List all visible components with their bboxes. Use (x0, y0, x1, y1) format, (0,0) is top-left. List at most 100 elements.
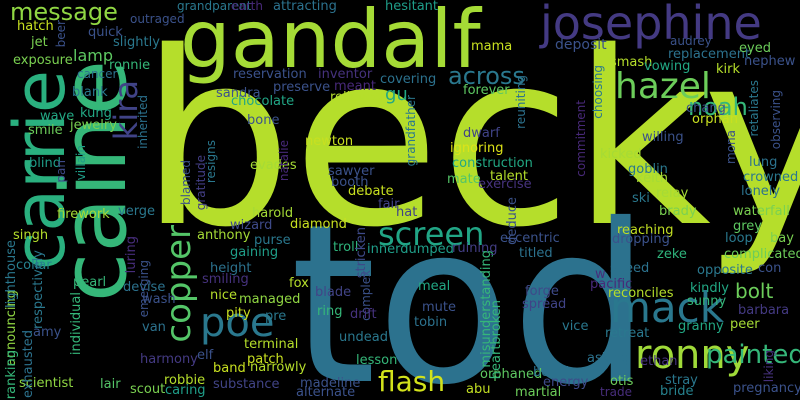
word-patch: patch (247, 352, 284, 367)
word-wave: wave (40, 109, 75, 124)
word-con: con (758, 261, 782, 276)
word-ethan: ethan (640, 354, 678, 369)
word-outraged: outraged (130, 12, 185, 26)
word-bride: bride (660, 384, 694, 399)
word-retaliates: retaliates (747, 80, 761, 137)
word-ring: ring (317, 304, 343, 319)
word-willing: willing (642, 130, 684, 145)
word-lighthouse: lighthouse (4, 240, 19, 309)
word-dwarf: dwarf (463, 126, 500, 141)
word-amy: amy (33, 325, 62, 340)
word-ignoring: ignoring (450, 141, 504, 156)
word-eyed: eyed (739, 41, 771, 56)
word-reconciles: reconciles (608, 286, 674, 301)
word-emerging: emerging (137, 260, 151, 318)
word-bay: bay (770, 231, 794, 246)
word-undead: undead (339, 330, 388, 345)
word-bonnie: bonnie (533, 365, 578, 380)
word-ski: ski (632, 191, 650, 206)
word-copper: copper (159, 225, 199, 343)
word-reuniting: reuniting (514, 75, 528, 129)
word-screen: screen (378, 215, 485, 253)
word-ruining: ruining (452, 241, 498, 256)
word-keith: keith (636, 171, 669, 186)
word-liking: liking (762, 350, 776, 383)
word-relieved: relieved (330, 90, 383, 105)
word-bolt: bolt (735, 279, 774, 303)
word-waterfall: waterfall (733, 204, 790, 219)
word-construction: construction (452, 156, 533, 171)
word-becky: becky (140, 0, 800, 280)
word-commitment: commitment (574, 100, 588, 177)
word-deposit: deposit (555, 37, 607, 53)
word-harold: harold (252, 206, 294, 221)
word-madeline: madeline (300, 376, 361, 391)
word-complicated: complicated (724, 247, 800, 262)
word-opposite: opposite (697, 263, 753, 278)
word-brady: brady (659, 204, 697, 219)
word-orphaned: orphaned (480, 367, 543, 382)
word-smiling: smiling (202, 272, 249, 287)
word-forge: forge (525, 284, 559, 299)
word-elf: elf (197, 348, 214, 363)
word-quick: quick (88, 25, 123, 40)
word-lesson: lesson (356, 353, 398, 368)
word-nice: nice (210, 288, 237, 303)
word-pacific: pacific (590, 277, 633, 292)
word-scout: scout (130, 382, 166, 397)
word-harmony: harmony (140, 352, 198, 367)
word-deduce: deduce (505, 197, 520, 245)
word-kung: kung (80, 106, 112, 121)
word-slightly: slightly (113, 35, 160, 50)
word-grandparent: grandparent (177, 0, 252, 13)
word-asking: asking (587, 351, 630, 366)
word-noah: noah (688, 93, 748, 121)
word-crowned: crowned (743, 170, 799, 185)
word-villain: villain (74, 145, 88, 181)
word-chang: chang (686, 101, 726, 116)
word-respectively: respectively (31, 250, 46, 329)
word-audrey: audrey (670, 34, 712, 48)
word-exposure: exposure (13, 53, 73, 68)
word-lonely: lonely (741, 184, 781, 199)
word-wizard: wizard (230, 218, 273, 233)
word-pregnancy: pregnancy (733, 381, 800, 396)
word-meant: meant (334, 79, 376, 94)
word-tobin: tobin (414, 315, 448, 330)
word-ronnie: ronnie (109, 58, 151, 73)
word-luring: luring (124, 236, 139, 274)
word-earth: earth (231, 0, 263, 13)
word-relay: relay (656, 186, 689, 201)
word-alternate: alternate (296, 385, 356, 400)
word-collar: collar (16, 258, 52, 273)
word-speed: speed (610, 261, 650, 276)
word-pan: pan (54, 160, 68, 183)
word-message: message (10, 0, 118, 26)
word-forever: forever (463, 83, 510, 98)
word-sawyer: sawyer (328, 164, 375, 179)
word-newton: newton (305, 134, 354, 149)
word-blamed: blamed (179, 160, 193, 205)
word-height: height (210, 261, 252, 276)
word-mute: mute (422, 300, 456, 315)
word-mona: mona (724, 130, 738, 164)
word-fox: fox (289, 276, 309, 291)
word-beer: beer (54, 20, 68, 48)
word-energy: energy (543, 375, 589, 390)
word-ranking: ranking (4, 350, 19, 400)
word-reservation: reservation (233, 67, 307, 82)
word-abu: abu (466, 382, 491, 397)
word-hesitant: hesitant (385, 0, 439, 14)
word-debate: debate (348, 184, 394, 199)
word-mack: mack (610, 283, 725, 332)
word-lair: lair (100, 377, 121, 392)
word-wash: wash (142, 292, 176, 307)
word-blank: blank (72, 85, 108, 100)
word-gandalf: gandalf (180, 0, 481, 86)
word-purse: purse (254, 233, 291, 248)
word-blade: blade (315, 285, 352, 300)
word-band: band (213, 361, 246, 376)
word-reaching: reaching (617, 223, 674, 238)
word-hatch: hatch (17, 19, 54, 34)
word-flash: flash (378, 365, 446, 398)
